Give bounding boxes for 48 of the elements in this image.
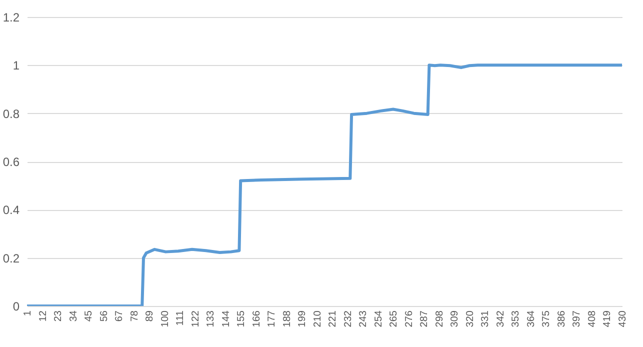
x-tick-label: 331 bbox=[480, 310, 492, 328]
x-tick-label: 111 bbox=[175, 310, 186, 326]
y-tick-label: 0.6 bbox=[2, 155, 20, 169]
x-tick-label: 364 bbox=[526, 310, 537, 328]
x-tick-label: 89 bbox=[144, 310, 156, 322]
x-tick-label: 199 bbox=[297, 310, 308, 328]
x-tick-label: 320 bbox=[464, 310, 476, 328]
x-tick-label: 430 bbox=[618, 310, 628, 328]
x-tick-label: 1 bbox=[22, 310, 34, 316]
x-tick-label: 23 bbox=[53, 310, 64, 322]
x-tick-label: 408 bbox=[586, 310, 598, 328]
x-tick-label: 243 bbox=[358, 310, 370, 328]
y-tick-label: 1.2 bbox=[2, 10, 20, 24]
x-tick-label: 56 bbox=[98, 310, 110, 322]
x-tick-label: 276 bbox=[404, 310, 415, 328]
x-tick-label: 309 bbox=[450, 310, 461, 328]
x-tick-label: 287 bbox=[419, 310, 430, 328]
y-tick-label: 1 bbox=[12, 58, 20, 73]
x-tick-label: 232 bbox=[342, 310, 354, 328]
x-tick-label: 155 bbox=[236, 310, 248, 328]
x-tick-label: 188 bbox=[282, 310, 293, 328]
x-tick-label: 166 bbox=[251, 310, 262, 328]
x-tick-label: 12 bbox=[38, 310, 49, 322]
x-tick-label: 298 bbox=[434, 310, 446, 328]
x-tick-label: 144 bbox=[220, 310, 232, 328]
y-tick-label: 0 bbox=[12, 300, 20, 314]
x-tick-label: 177 bbox=[266, 310, 278, 328]
x-tick-label: 386 bbox=[556, 310, 568, 328]
x-tick-label: 221 bbox=[328, 310, 339, 328]
x-tick-label: 210 bbox=[312, 310, 324, 328]
line-series bbox=[27, 64, 622, 306]
x-tick-label: 67 bbox=[114, 310, 126, 322]
x-tick-label: 342 bbox=[495, 310, 506, 328]
x-tick-label: 419 bbox=[602, 310, 614, 328]
x-tick-label: 265 bbox=[388, 310, 400, 328]
x-tick-label: 353 bbox=[510, 310, 522, 328]
x-tick-label: 397 bbox=[572, 310, 583, 328]
x-tick-label: 375 bbox=[541, 310, 552, 328]
y-tick-label: 0.8 bbox=[2, 106, 20, 121]
x-tick-label: 34 bbox=[68, 310, 80, 322]
y-tick-label: 0.4 bbox=[2, 203, 20, 218]
y-tick-label: 0.2 bbox=[2, 251, 20, 266]
x-tick-label: 133 bbox=[206, 310, 217, 328]
x-tick-label: 254 bbox=[373, 310, 384, 328]
x-tick-label: 122 bbox=[190, 310, 202, 328]
x-tick-label: 78 bbox=[129, 310, 140, 322]
x-tick-label: 100 bbox=[160, 310, 171, 328]
x-tick-label: 45 bbox=[84, 310, 95, 322]
